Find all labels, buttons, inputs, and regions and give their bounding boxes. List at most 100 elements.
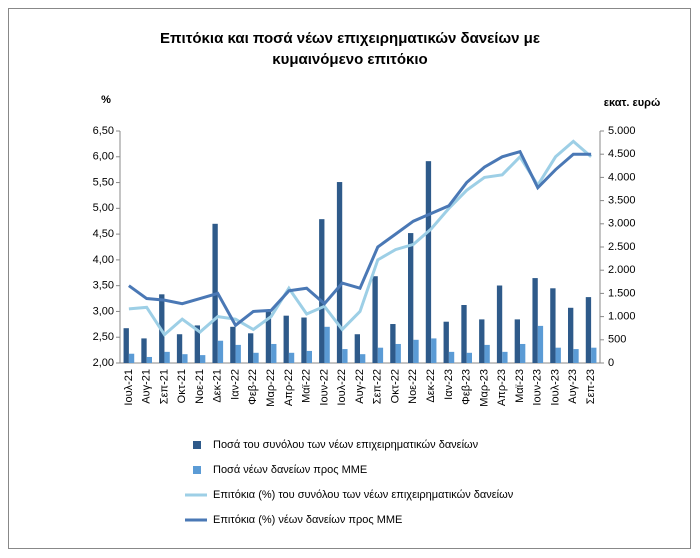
x-tick-label: Νοε-22 bbox=[407, 369, 419, 404]
x-tick-label: Αυγ-23 bbox=[567, 369, 579, 404]
x-tick-label: Φεβ-23 bbox=[461, 369, 473, 405]
y-axis-label: % bbox=[101, 94, 111, 106]
x-tick-label: Οκτ-22 bbox=[389, 369, 401, 403]
bar bbox=[425, 161, 432, 363]
bar bbox=[141, 338, 147, 363]
bar bbox=[568, 307, 574, 363]
bar bbox=[360, 354, 366, 363]
bar bbox=[324, 326, 330, 363]
bar bbox=[372, 276, 378, 363]
bar bbox=[342, 349, 348, 363]
bar bbox=[301, 317, 307, 363]
bar bbox=[408, 233, 414, 363]
bar bbox=[443, 321, 449, 363]
bar bbox=[164, 351, 170, 363]
x-tick-label: Ιουλ-23 bbox=[549, 369, 561, 406]
bar bbox=[306, 350, 312, 363]
bar bbox=[377, 347, 384, 363]
y2-tick-label: 500 bbox=[608, 334, 626, 346]
bar bbox=[271, 343, 277, 363]
line bbox=[128, 149, 592, 328]
bar bbox=[591, 347, 597, 363]
bar bbox=[146, 356, 152, 363]
bar bbox=[395, 343, 401, 363]
bar bbox=[532, 278, 538, 363]
y2-tick-label: 4.500 bbox=[608, 148, 636, 160]
y2-tick-label: 0 bbox=[608, 357, 614, 369]
x-tick-label: Φεβ-22 bbox=[247, 369, 259, 405]
bar bbox=[319, 219, 325, 363]
x-tick-label: Σεπ-23 bbox=[585, 369, 597, 404]
bar bbox=[235, 344, 241, 363]
bar bbox=[555, 347, 561, 363]
legend-swatch bbox=[193, 466, 201, 474]
bar bbox=[230, 326, 236, 363]
y2-tick-label: 4.000 bbox=[608, 171, 636, 183]
bar bbox=[502, 351, 508, 363]
bar bbox=[200, 355, 206, 363]
bar bbox=[479, 319, 485, 363]
y-tick-label: 6,50 bbox=[93, 125, 114, 137]
bar bbox=[253, 352, 259, 363]
x-tick-label: Δεκ-21 bbox=[212, 369, 224, 403]
bar bbox=[248, 333, 254, 363]
x-tick-label: Αυγ-22 bbox=[354, 369, 366, 404]
bar bbox=[336, 182, 343, 363]
y-tick-label: 3,00 bbox=[93, 305, 114, 317]
frame bbox=[8, 8, 691, 549]
y2-tick-label: 3.500 bbox=[608, 195, 636, 207]
x-tick-label: Ιουλ-22 bbox=[336, 369, 348, 406]
bar bbox=[448, 351, 455, 363]
x-tick-label: Απρ-22 bbox=[283, 369, 295, 406]
x-tick-label: Δεκ-22 bbox=[425, 369, 437, 403]
y-tick-label: 4,50 bbox=[93, 228, 114, 240]
x-tick-label: Οκτ-21 bbox=[176, 369, 188, 403]
x-tick-label: Μαρ-22 bbox=[265, 369, 277, 407]
bar bbox=[265, 309, 272, 363]
bar bbox=[514, 319, 520, 363]
y-tick-label: 5,50 bbox=[93, 176, 114, 188]
bar bbox=[128, 353, 135, 363]
bar bbox=[217, 340, 224, 363]
x-tick-label: Ιουλ-21 bbox=[123, 369, 135, 406]
y-tick-label: 6,00 bbox=[93, 151, 114, 163]
bar bbox=[413, 339, 419, 363]
bar bbox=[288, 352, 295, 363]
x-tick-label: Σεπ-22 bbox=[372, 369, 384, 404]
line bbox=[128, 139, 593, 337]
legend-label: Ποσά του συνόλου των νέων επιχειρηματικώ… bbox=[213, 439, 479, 451]
x-tick-label: Μαϊ-22 bbox=[301, 369, 313, 403]
x-tick-label: Σεπ-21 bbox=[158, 369, 170, 404]
legend-label: Ποσά νέων δανείων προς ΜΜΕ bbox=[213, 464, 367, 476]
bar bbox=[354, 334, 360, 363]
bar bbox=[182, 354, 188, 363]
y2-tick-label: 5.000 bbox=[608, 125, 636, 137]
y2-tick-label: 3.000 bbox=[608, 218, 636, 230]
y-tick-label: 3,50 bbox=[93, 280, 114, 292]
x-tick-label: Ιαν-22 bbox=[229, 369, 241, 400]
bar bbox=[176, 334, 183, 363]
legend-swatch bbox=[193, 441, 201, 449]
y-tick-label: 5,00 bbox=[93, 202, 114, 214]
bar bbox=[431, 338, 437, 363]
x-tick-label: Αυγ-21 bbox=[141, 369, 153, 404]
x-tick-label: Νοε-21 bbox=[194, 369, 206, 404]
y2-tick-label: 2.500 bbox=[608, 241, 636, 253]
x-tick-label: Απρ-23 bbox=[496, 369, 508, 406]
y2-tick-label: 2.000 bbox=[608, 264, 636, 276]
bar bbox=[390, 324, 396, 363]
bar bbox=[550, 288, 556, 363]
bar bbox=[585, 297, 592, 363]
bar bbox=[496, 285, 503, 363]
bar bbox=[573, 349, 579, 363]
bar bbox=[194, 325, 200, 363]
y-tick-label: 2,00 bbox=[93, 357, 114, 369]
bar bbox=[123, 328, 129, 363]
x-tick-label: Ιουν-22 bbox=[318, 369, 330, 406]
y-tick-label: 4,00 bbox=[93, 254, 114, 266]
bar bbox=[484, 344, 490, 363]
legend-label: Επιτόκια (%) νέων δανείων προς ΜΜΕ bbox=[213, 514, 402, 526]
bar bbox=[283, 315, 289, 363]
x-tick-label: Ιουν-23 bbox=[532, 369, 544, 406]
